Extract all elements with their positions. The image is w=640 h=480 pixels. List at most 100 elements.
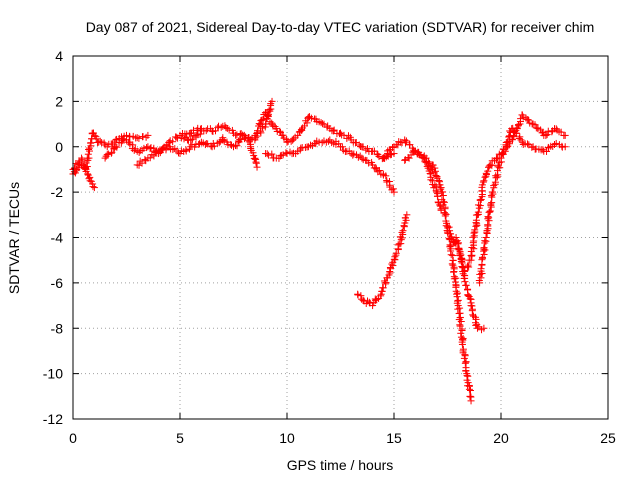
data-point-interp bbox=[479, 254, 487, 262]
data-point bbox=[377, 290, 385, 298]
data-point-interp bbox=[392, 249, 400, 257]
data-point-interp bbox=[101, 141, 109, 149]
data-point-interp bbox=[244, 136, 252, 144]
data-point-interp bbox=[442, 210, 450, 218]
data-point-interp bbox=[430, 168, 438, 176]
data-point-interp bbox=[152, 147, 160, 155]
data-point-interp bbox=[292, 150, 300, 158]
data-point-interp bbox=[515, 134, 523, 142]
data-point-interp bbox=[482, 237, 490, 245]
data-point-interp bbox=[461, 359, 469, 367]
data-point-interp bbox=[426, 169, 434, 177]
data-point-interp bbox=[479, 178, 487, 186]
data-point-interp bbox=[377, 292, 385, 300]
data-point-interp bbox=[492, 155, 500, 163]
data-point-interp bbox=[185, 136, 193, 144]
data-point-interp bbox=[264, 113, 272, 121]
data-point-interp bbox=[374, 151, 382, 159]
data-point-interp bbox=[462, 281, 470, 289]
data-point-interp bbox=[338, 143, 346, 151]
data-point-interp bbox=[543, 147, 551, 155]
data-point-interp bbox=[202, 127, 210, 135]
data-point-interp bbox=[524, 140, 532, 148]
data-point-interp bbox=[139, 133, 147, 141]
y-tick-label: 2 bbox=[55, 93, 63, 109]
data-point-interp bbox=[431, 164, 439, 172]
data-point-interp bbox=[498, 151, 506, 159]
chart-title: Day 087 of 2021, Sidereal Day-to-day VTE… bbox=[86, 19, 595, 35]
data-point-interp bbox=[470, 229, 478, 237]
data-point-interp bbox=[460, 275, 468, 283]
data-point-interp bbox=[86, 173, 94, 181]
data-point-interp bbox=[461, 278, 469, 286]
y-tick-label: -10 bbox=[43, 366, 63, 382]
data-point bbox=[403, 211, 411, 219]
data-point-interp bbox=[528, 120, 536, 128]
data-point-interp bbox=[509, 124, 517, 132]
data-point-interp bbox=[313, 137, 321, 145]
data-point-interp bbox=[386, 269, 394, 277]
data-point-interp bbox=[466, 387, 474, 395]
data-point-interp bbox=[487, 192, 495, 200]
data-point-interp bbox=[505, 133, 513, 141]
data-point-interp bbox=[454, 240, 462, 248]
data-point-interp bbox=[480, 244, 488, 252]
data-point-interp bbox=[138, 159, 146, 167]
data-point-interp bbox=[357, 292, 365, 300]
data-point-interp bbox=[237, 136, 245, 144]
data-point-interp bbox=[276, 127, 284, 135]
data-point-interp bbox=[457, 329, 465, 337]
data-point-interp bbox=[433, 192, 441, 200]
data-point-interp bbox=[458, 340, 466, 348]
data-point-interp bbox=[81, 163, 89, 171]
data-point-interp bbox=[542, 132, 550, 140]
data-point-interp bbox=[252, 159, 260, 167]
data-point-interp bbox=[539, 128, 547, 136]
data-point-interp bbox=[382, 279, 390, 287]
data-point-interp bbox=[313, 118, 321, 126]
data-point-interp bbox=[503, 138, 511, 146]
data-point-interp bbox=[382, 172, 390, 180]
data-point-interp bbox=[481, 237, 489, 245]
data-point-interp bbox=[474, 208, 482, 216]
data-point-interp bbox=[142, 133, 150, 141]
data-point-interp bbox=[372, 164, 380, 172]
data-point-interp bbox=[186, 145, 194, 153]
data-point-interp bbox=[399, 227, 407, 235]
data-point bbox=[444, 222, 451, 230]
data-point-interp bbox=[270, 154, 278, 162]
data-point-interp bbox=[379, 284, 387, 292]
data-point-interp bbox=[131, 145, 139, 153]
data-point-interp bbox=[425, 159, 433, 167]
data-point-interp bbox=[450, 275, 458, 283]
data-point-interp bbox=[490, 182, 498, 190]
data-point-interp bbox=[487, 200, 495, 208]
grid-lines bbox=[73, 56, 608, 419]
data-point-interp bbox=[319, 120, 327, 128]
data-point-interp bbox=[450, 265, 458, 273]
data-point-interp bbox=[460, 354, 468, 362]
data-point-interp bbox=[264, 112, 272, 120]
data-point-interp bbox=[465, 385, 473, 393]
data-points bbox=[69, 97, 569, 405]
data-point-interp bbox=[446, 227, 454, 235]
data-point-interp bbox=[454, 305, 462, 313]
x-tick-label: 0 bbox=[69, 430, 77, 446]
data-point-interp bbox=[324, 122, 332, 130]
data-point-interp bbox=[261, 123, 269, 131]
y-tick-label: -4 bbox=[51, 230, 64, 246]
data-point-interp bbox=[368, 158, 376, 166]
data-point-interp bbox=[362, 146, 370, 154]
data-point-interp bbox=[456, 314, 464, 322]
data-point-interp bbox=[398, 228, 406, 236]
data-point-interp bbox=[500, 145, 508, 153]
data-point-interp bbox=[438, 188, 446, 196]
data-point-interp bbox=[303, 119, 311, 127]
data-point-interp bbox=[435, 176, 443, 184]
data-point-interp bbox=[462, 367, 470, 375]
data-point-interp bbox=[525, 116, 533, 124]
data-point-interp bbox=[453, 299, 461, 307]
data-point-interp bbox=[552, 139, 560, 147]
data-point-interp bbox=[447, 247, 455, 255]
data-point-interp bbox=[375, 166, 383, 174]
